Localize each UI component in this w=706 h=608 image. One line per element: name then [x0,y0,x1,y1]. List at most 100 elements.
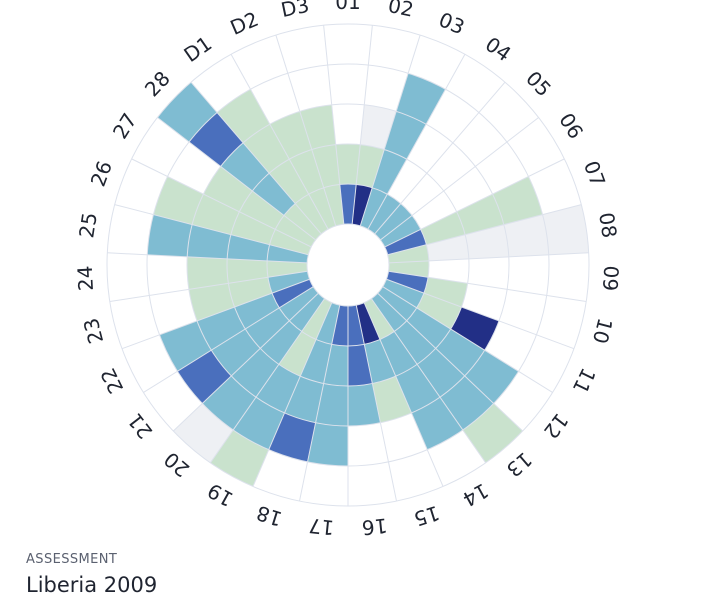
heatmap-cell [239,190,284,230]
heatmap-cell [416,293,462,330]
grid-spoke [380,117,539,241]
tick-label-22: 22 [95,364,128,397]
heatmap-cell [364,339,396,384]
heatmap-cell [269,111,312,160]
heatmap-cell [323,184,344,226]
tick-label-12: 12 [539,409,574,444]
heatmap-cell [360,187,388,230]
grid-spoke [355,305,398,502]
heatmap-cell [367,194,401,234]
grid-spoke [377,292,524,432]
heatmap-cell [348,383,381,426]
tick-label-01: 01 [335,0,360,14]
tick-label-20: 20 [159,447,194,482]
grid-spoke [172,292,319,432]
tick-label-15: 15 [411,501,442,532]
tick-label-13: 13 [502,447,537,482]
tick-label-18: 18 [254,501,285,532]
heatmap-cell [260,320,302,365]
grid-spoke [157,117,316,241]
heatmap-cell [192,194,240,235]
grid-spoke [190,81,322,235]
heatmap-cell [308,187,336,230]
heatmap-cell [364,298,395,340]
grid-spoke [384,158,565,248]
heatmap-cell [283,203,322,240]
grid-spoke [374,81,506,235]
assessment-label: ASSESSMENT [26,552,118,567]
heatmap-cell [211,329,261,376]
grid-spoke [382,286,553,393]
grid-spoke [298,305,341,502]
tick-label-06: 06 [554,109,588,143]
grid-spoke [351,25,373,225]
heatmap-cell [269,159,309,204]
heatmap-cell [173,403,234,463]
heatmap-cell [542,204,589,255]
tick-label-d3: D3 [279,0,311,22]
heatmap-cell [234,293,280,330]
heatmap-cell [315,383,348,426]
heatmap-cell [289,293,325,332]
heatmap-cell [284,376,324,423]
heatmap-cell [352,184,373,226]
tick-label-d1: D1 [179,31,216,67]
tick-label-28: 28 [140,66,175,101]
heatmap-cell [267,260,308,278]
tick-label-23: 23 [79,316,109,347]
heatmap-cell [335,144,361,185]
grid-spoke [371,298,487,464]
tick-label-02: 02 [386,0,416,22]
tick-label-24: 24 [73,265,98,292]
heatmap-cell [226,258,268,284]
grid-ring [306,223,390,307]
tick-label-11: 11 [568,364,601,397]
heatmap-cell [187,256,229,290]
tick-label-d2: D2 [227,7,262,40]
tick-label-17: 17 [308,513,336,539]
heatmap-cell [384,229,427,255]
tick-label-03: 03 [435,7,468,39]
grid-spoke [209,298,325,464]
tick-label-26: 26 [86,158,117,190]
heatmap-cell [394,320,436,365]
heatmap-cell [423,277,468,308]
tick-label-10: 10 [588,316,618,347]
heatmap-cell [202,375,257,430]
heatmap-cell [203,166,253,212]
heatmap-cell [267,244,309,263]
grid-spoke [275,34,337,227]
grid-spoke [109,270,308,302]
heatmap-cell [372,376,412,423]
grid-spoke [114,204,309,256]
heatmap-cell [379,331,418,377]
tick-label-09: 09 [598,265,623,292]
heatmap-cell [331,305,348,346]
heatmap-cell [269,229,312,255]
tick-label-19: 19 [203,478,237,511]
grid-spoke [107,252,308,264]
heatmap-cell [435,329,485,376]
heatmap-cell [439,375,494,430]
heatmap-cell [356,144,385,188]
tick-label-27: 27 [108,109,142,143]
heatmap-cell [252,173,296,216]
heatmap-cell [189,112,244,167]
heatmap-cell [295,194,329,234]
heatmap-cell [462,403,523,463]
grid-spoke [252,302,333,487]
heatmap-cell [420,211,466,245]
heatmap-cell [210,429,269,487]
heatmap-cell [272,279,314,308]
heatmap-cell [279,286,319,321]
tick-label-05: 05 [521,66,556,101]
heatmap-cell [450,307,499,351]
grid-spoke [387,204,582,256]
heatmap-cell [278,331,317,377]
heatmap-cell [311,144,340,188]
heatmap-cell [267,271,310,294]
grid-spoke [359,34,421,227]
heatmap-cell [406,307,451,349]
tick-label-21: 21 [123,409,158,444]
heatmap-cell [411,397,463,450]
